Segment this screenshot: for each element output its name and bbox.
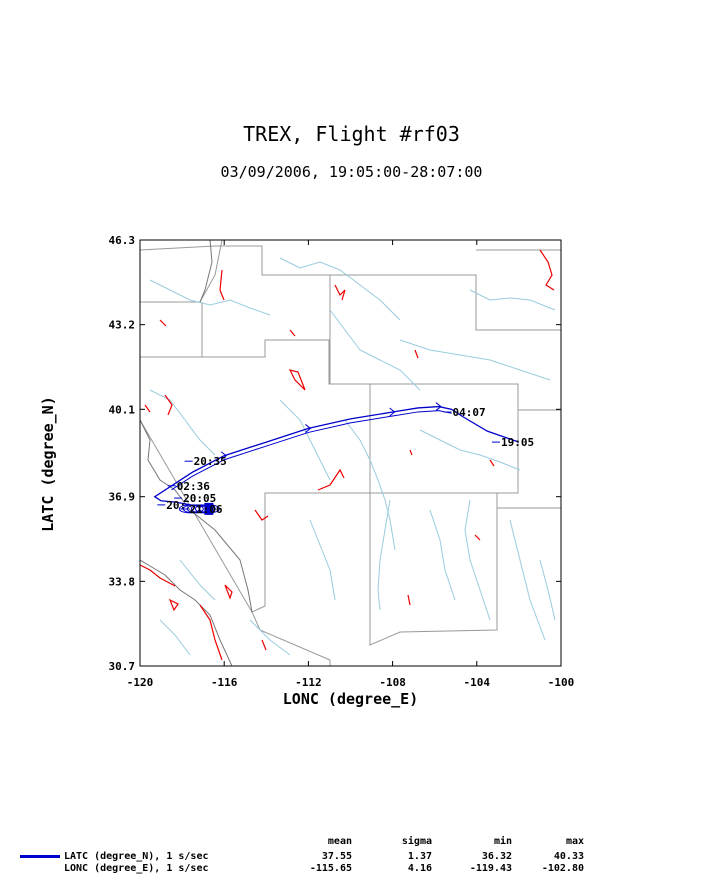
y-tick-label: 33.8: [109, 575, 136, 588]
track-return-line: [171, 410, 452, 491]
track-line: [153, 405, 520, 507]
stats-latc-sigma: 1.37: [407, 851, 432, 862]
stats-header-sigma: sigma: [401, 836, 432, 847]
track-direction-arrow: [435, 402, 442, 411]
y-tick-label: 43.2: [109, 319, 136, 332]
x-axis-label: LONC (degree_E): [282, 690, 419, 708]
time-label: 20:: [166, 499, 186, 512]
stats-row-latc: LATC (degree_N), 1 s/sec 37.55 1.37 36.3…: [0, 851, 703, 863]
stats-latc-max: 40.33: [553, 851, 584, 862]
stats-latc-mean: 37.55: [321, 851, 352, 862]
stats-label-latc: LATC (degree_N), 1 s/sec: [64, 851, 209, 862]
x-tick-label: -100: [548, 676, 575, 689]
state-borders: [140, 240, 561, 666]
stats-table: mean sigma min max LATC (degree_N), 1 s/…: [0, 836, 703, 880]
stats-lonc-mean: -115.65: [309, 863, 352, 874]
x-tick-label: -120: [127, 676, 154, 689]
track-dense-cluster: [204, 502, 214, 515]
x-tick-label: -116: [211, 676, 238, 689]
plot-frame: [139, 239, 562, 667]
y-tick-label: 40.1: [109, 403, 136, 416]
time-label: 21:06: [189, 503, 222, 516]
x-tick-label: -108: [379, 676, 406, 689]
stats-latc-min: 36.32: [481, 851, 512, 862]
stats-header-min: min: [493, 836, 512, 847]
x-tick-label: -104: [464, 676, 491, 689]
stats-lonc-min: -119.43: [469, 863, 512, 874]
axis-ticks: -120 -116 -112 -108 -104 -100 30.7 33.8 36.9 40.1…: [109, 234, 575, 689]
flight-track: [153, 402, 520, 515]
stats-header-mean: mean: [327, 836, 352, 847]
stats-lonc-max: -102.80: [541, 863, 584, 874]
y-tick-label: 36.9: [109, 491, 136, 504]
legend-line: [20, 855, 60, 858]
rivers: [149, 257, 556, 656]
stats-row-lonc: LONC (degree_E), 1 s/sec -115.65 4.16 -1…: [0, 863, 703, 875]
elevation-contours: [140, 249, 555, 661]
chart-subtitle: 03/09/2006, 19:05:00-28:07:00: [220, 163, 483, 181]
track-direction-arrow: [305, 424, 312, 433]
time-label: 19:05: [501, 436, 534, 449]
x-tick-label: -112: [295, 676, 322, 689]
stats-lonc-sigma: 4.16: [407, 863, 432, 874]
time-label: 20:05: [183, 492, 216, 505]
stats-header-max: max: [565, 836, 584, 847]
time-label: 20:35: [194, 455, 227, 468]
chart-title: TREX, Flight #rf03: [243, 122, 460, 146]
y-tick-label: 46.3: [109, 234, 136, 247]
time-label: 04:07: [453, 406, 486, 419]
track-direction-arrow: [220, 451, 228, 461]
stats-header-row: mean sigma min max: [0, 836, 703, 848]
stats-label-lonc: LONC (degree_E), 1 s/sec: [64, 863, 209, 874]
y-axis-label: LATC (degree_N): [39, 396, 57, 532]
map-background: [140, 240, 561, 666]
coastline: [140, 240, 253, 666]
time-label: 02:36: [177, 480, 210, 493]
y-tick-label: 30.7: [109, 660, 136, 673]
track-direction-arrow: [389, 407, 396, 417]
